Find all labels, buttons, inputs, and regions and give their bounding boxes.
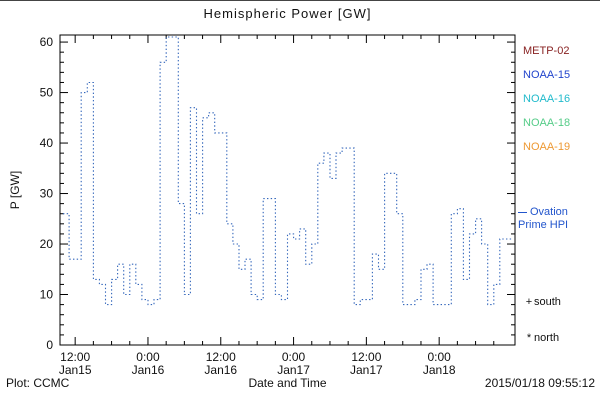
- legend-marker-north: * north: [524, 332, 559, 344]
- svg-text:10: 10: [40, 288, 54, 302]
- ovation-label-line1: Ovation: [530, 206, 568, 218]
- chart-title: Hemispheric Power [GW]: [203, 6, 372, 21]
- ovation-label-line2: Prime HPI: [518, 219, 569, 231]
- window-top-border: [0, 0, 600, 1]
- legend-item-noaa19: NOAA-19: [523, 141, 571, 153]
- plot-source-label: Plot: CCMC: [6, 376, 70, 390]
- asterisk-marker-icon: *: [526, 332, 532, 344]
- svg-text:Jan16: Jan16: [204, 363, 237, 377]
- ovation-line-sample-icon: [518, 211, 527, 213]
- svg-text:0: 0: [46, 338, 53, 352]
- svg-text:12:00: 12:00: [206, 350, 236, 364]
- legend-item-metp02: METP-02: [523, 45, 570, 57]
- x-axis-label: Date and Time: [248, 376, 327, 390]
- svg-text:20: 20: [40, 237, 54, 251]
- svg-text:40: 40: [40, 136, 54, 150]
- plot-timestamp: 2015/01/18 09:55:12: [484, 376, 595, 390]
- legend-marker-south: + south: [524, 296, 561, 308]
- svg-text:Jan17: Jan17: [277, 363, 310, 377]
- svg-text:0:00: 0:00: [427, 350, 451, 364]
- south-label: south: [534, 296, 561, 308]
- north-label: north: [534, 332, 560, 344]
- legend-item-noaa15: NOAA-15: [523, 69, 571, 81]
- legend-ovation-prime-hpi: Ovation Prime HPI: [518, 206, 568, 232]
- legend-item-noaa16: NOAA-16: [523, 93, 571, 105]
- legend-item-noaa18: NOAA-18: [523, 117, 571, 129]
- svg-text:0:00: 0:00: [136, 350, 160, 364]
- y-axis-label: P [GW]: [8, 170, 22, 210]
- svg-text:50: 50: [40, 86, 54, 100]
- svg-text:Jan17: Jan17: [350, 363, 383, 377]
- svg-text:0:00: 0:00: [282, 350, 306, 364]
- svg-text:Jan16: Jan16: [132, 363, 165, 377]
- svg-text:12:00: 12:00: [60, 350, 90, 364]
- svg-text:Jan18: Jan18: [423, 363, 456, 377]
- svg-text:60: 60: [40, 35, 54, 49]
- svg-text:Jan15: Jan15: [59, 363, 92, 377]
- svg-text:30: 30: [40, 187, 54, 201]
- plus-marker-icon: +: [525, 296, 533, 308]
- satellite-legend: METP-02 NOAA-15 NOAA-16 NOAA-18 NOAA-19: [523, 45, 570, 153]
- svg-text:12:00: 12:00: [351, 350, 381, 364]
